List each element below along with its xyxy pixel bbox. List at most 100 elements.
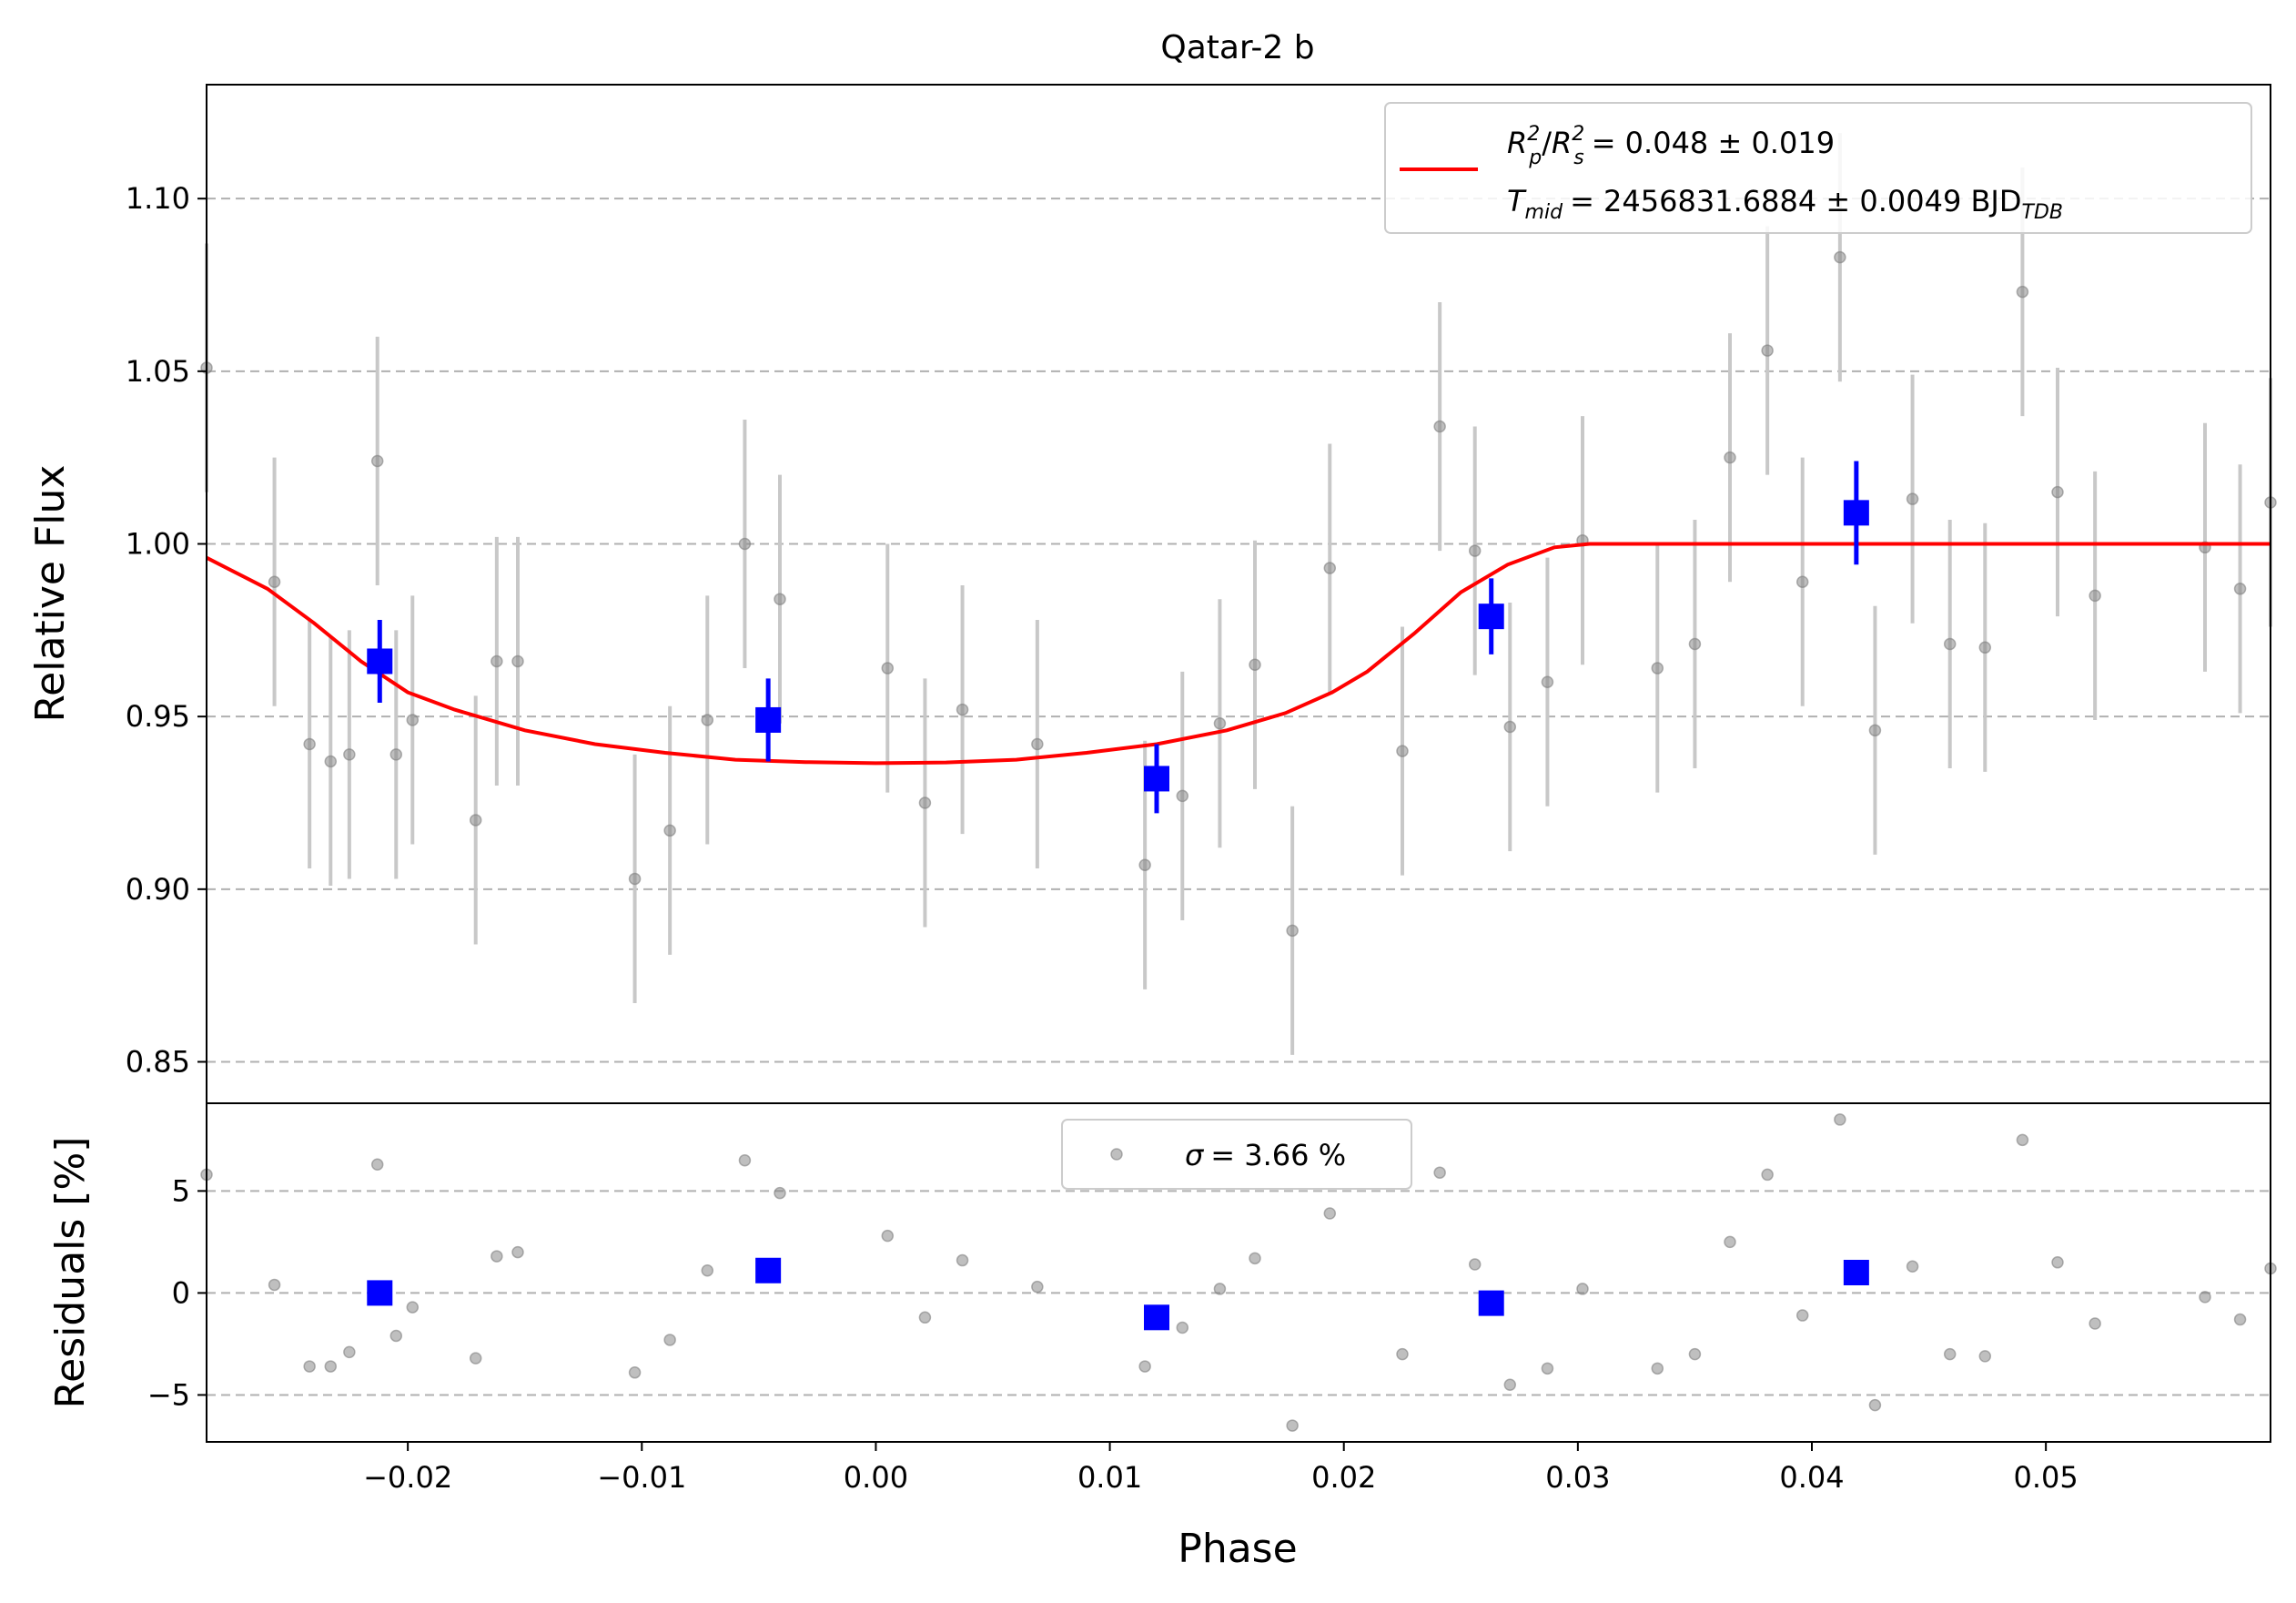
bottom-data-point — [2233, 1313, 2247, 1326]
bottom-data-point — [1286, 1419, 1299, 1432]
top-data-point — [1834, 250, 1846, 264]
bottom-y-ticks: −5 0 5 — [147, 1173, 207, 1412]
top-data-point — [1795, 575, 1809, 588]
x-tick-label: −0.02 — [363, 1460, 452, 1495]
top-data-point — [469, 814, 482, 827]
top-data-point — [918, 796, 932, 809]
x-tick-label: 0.04 — [1779, 1460, 1844, 1495]
bottom-data-point — [1138, 1360, 1151, 1373]
top-binned-points — [367, 461, 1869, 814]
bottom-data-point — [343, 1345, 356, 1359]
bottom-data-point — [956, 1253, 969, 1267]
bottom-data-point — [1323, 1207, 1337, 1220]
legend-line-1: R2 p/R2 s = 0.048 ± 0.019 — [1507, 123, 1835, 169]
x-tick-label: 0.00 — [844, 1460, 908, 1495]
bottom-data-point — [1541, 1362, 1554, 1375]
top-y-tick-label: 1.10 — [126, 181, 190, 216]
top-binned-point — [755, 706, 782, 733]
bottom-data-point — [628, 1366, 642, 1379]
bottom-panel: −5 0 5 σ = 3.66 % — [147, 1102, 2277, 1443]
top-data-point — [491, 654, 503, 668]
bottom-binned-point — [367, 1280, 393, 1306]
bottom-data-point — [1761, 1168, 1774, 1182]
top-data-point — [738, 537, 752, 551]
top-data-point — [1541, 675, 1554, 688]
bottom-data-point — [2051, 1256, 2064, 1269]
top-legend-box — [1384, 102, 2252, 234]
x-tick-label: 0.03 — [1545, 1460, 1610, 1495]
top-data-point — [1286, 924, 1299, 938]
bottom-data-point — [1978, 1350, 1992, 1363]
bottom-plot-frame — [206, 1102, 2271, 1443]
bottom-y-axis-label: Residuals [%] — [47, 1137, 94, 1409]
bottom-data-point — [881, 1229, 895, 1243]
top-data-point — [389, 748, 403, 761]
top-data-point — [1943, 637, 1957, 651]
top-y-tick-label: 0.85 — [126, 1044, 190, 1079]
bottom-data-point — [406, 1301, 420, 1314]
top-y-ticks: 0.85 0.90 0.95 1.00 1.05 1.10 — [126, 181, 207, 1079]
top-data-point — [1396, 745, 1409, 757]
bottom-data-point — [1031, 1280, 1044, 1294]
bottom-y-tick-label: 5 — [172, 1173, 190, 1208]
bottom-data-point — [2199, 1291, 2211, 1304]
bottom-data-point — [738, 1153, 752, 1167]
top-y-tick-label: 1.00 — [126, 526, 190, 561]
top-data-point — [663, 824, 676, 837]
top-y-axis-label: Relative Flux — [27, 465, 74, 723]
top-data-point — [1323, 562, 1337, 574]
bottom-data-point — [663, 1334, 676, 1346]
top-data-point — [370, 454, 384, 468]
bottom-data-point — [1943, 1347, 1957, 1361]
bottom-data-point — [511, 1245, 524, 1259]
top-data-point — [2233, 583, 2247, 595]
top-data-point — [343, 748, 356, 761]
top-binned-point — [1144, 766, 1169, 792]
top-data-point — [2051, 485, 2064, 499]
bottom-binned-point — [1843, 1260, 1869, 1285]
bottom-data-point — [918, 1311, 932, 1324]
top-data-point — [1651, 662, 1664, 675]
x-tick-label: −0.01 — [597, 1460, 686, 1495]
x-axis-label: Phase — [1178, 1526, 1297, 1572]
bottom-data-point — [1249, 1252, 1261, 1265]
top-data-point — [628, 872, 642, 886]
bottom-data-point — [701, 1264, 714, 1277]
bottom-data-point — [303, 1360, 316, 1373]
bottom-data-point — [1176, 1321, 1189, 1334]
top-legend: R2 p/R2 s = 0.048 ± 0.019 Tmid = 2456831.688… — [1384, 102, 2252, 234]
top-data-point — [1724, 451, 1736, 464]
top-data-point — [881, 662, 895, 675]
bottom-data-point — [774, 1186, 786, 1200]
bottom-data-point — [1795, 1309, 1809, 1322]
bottom-data-point — [1576, 1283, 1589, 1295]
top-data-point — [1503, 720, 1517, 734]
transit-model-line — [206, 542, 2271, 766]
top-data-point — [1978, 641, 1992, 654]
top-data-point — [1433, 420, 1446, 433]
bottom-data-point — [1468, 1258, 1482, 1271]
bottom-data-point — [1503, 1378, 1517, 1392]
bottom-y-tick-label: 0 — [172, 1275, 190, 1310]
top-data-point — [701, 714, 714, 726]
bottom-grid — [207, 1190, 2271, 1396]
top-data-point — [1249, 658, 1261, 672]
bottom-data-point — [1906, 1260, 1919, 1273]
bottom-data-point — [2089, 1317, 2101, 1330]
bottom-data-point — [1651, 1362, 1664, 1375]
bottom-data-point — [1688, 1347, 1702, 1361]
top-data-point — [1906, 492, 1919, 505]
top-y-tick-label: 0.95 — [126, 699, 190, 734]
top-data-points — [200, 250, 2277, 938]
bottom-data-point — [469, 1352, 482, 1365]
legend-line-2: Tmid = 2456831.6884 ± 0.0049 BJDTDB — [1507, 184, 2063, 224]
bottom-y-tick-label: −5 — [147, 1377, 190, 1412]
top-y-tick-label: 1.05 — [126, 354, 190, 389]
bottom-data-point — [1396, 1347, 1409, 1361]
top-binned-point — [1843, 500, 1869, 526]
top-data-point — [2089, 589, 2101, 603]
top-data-point — [1688, 637, 1702, 651]
bottom-data-point — [389, 1329, 403, 1343]
top-data-point — [303, 737, 316, 751]
top-data-point — [511, 654, 524, 668]
